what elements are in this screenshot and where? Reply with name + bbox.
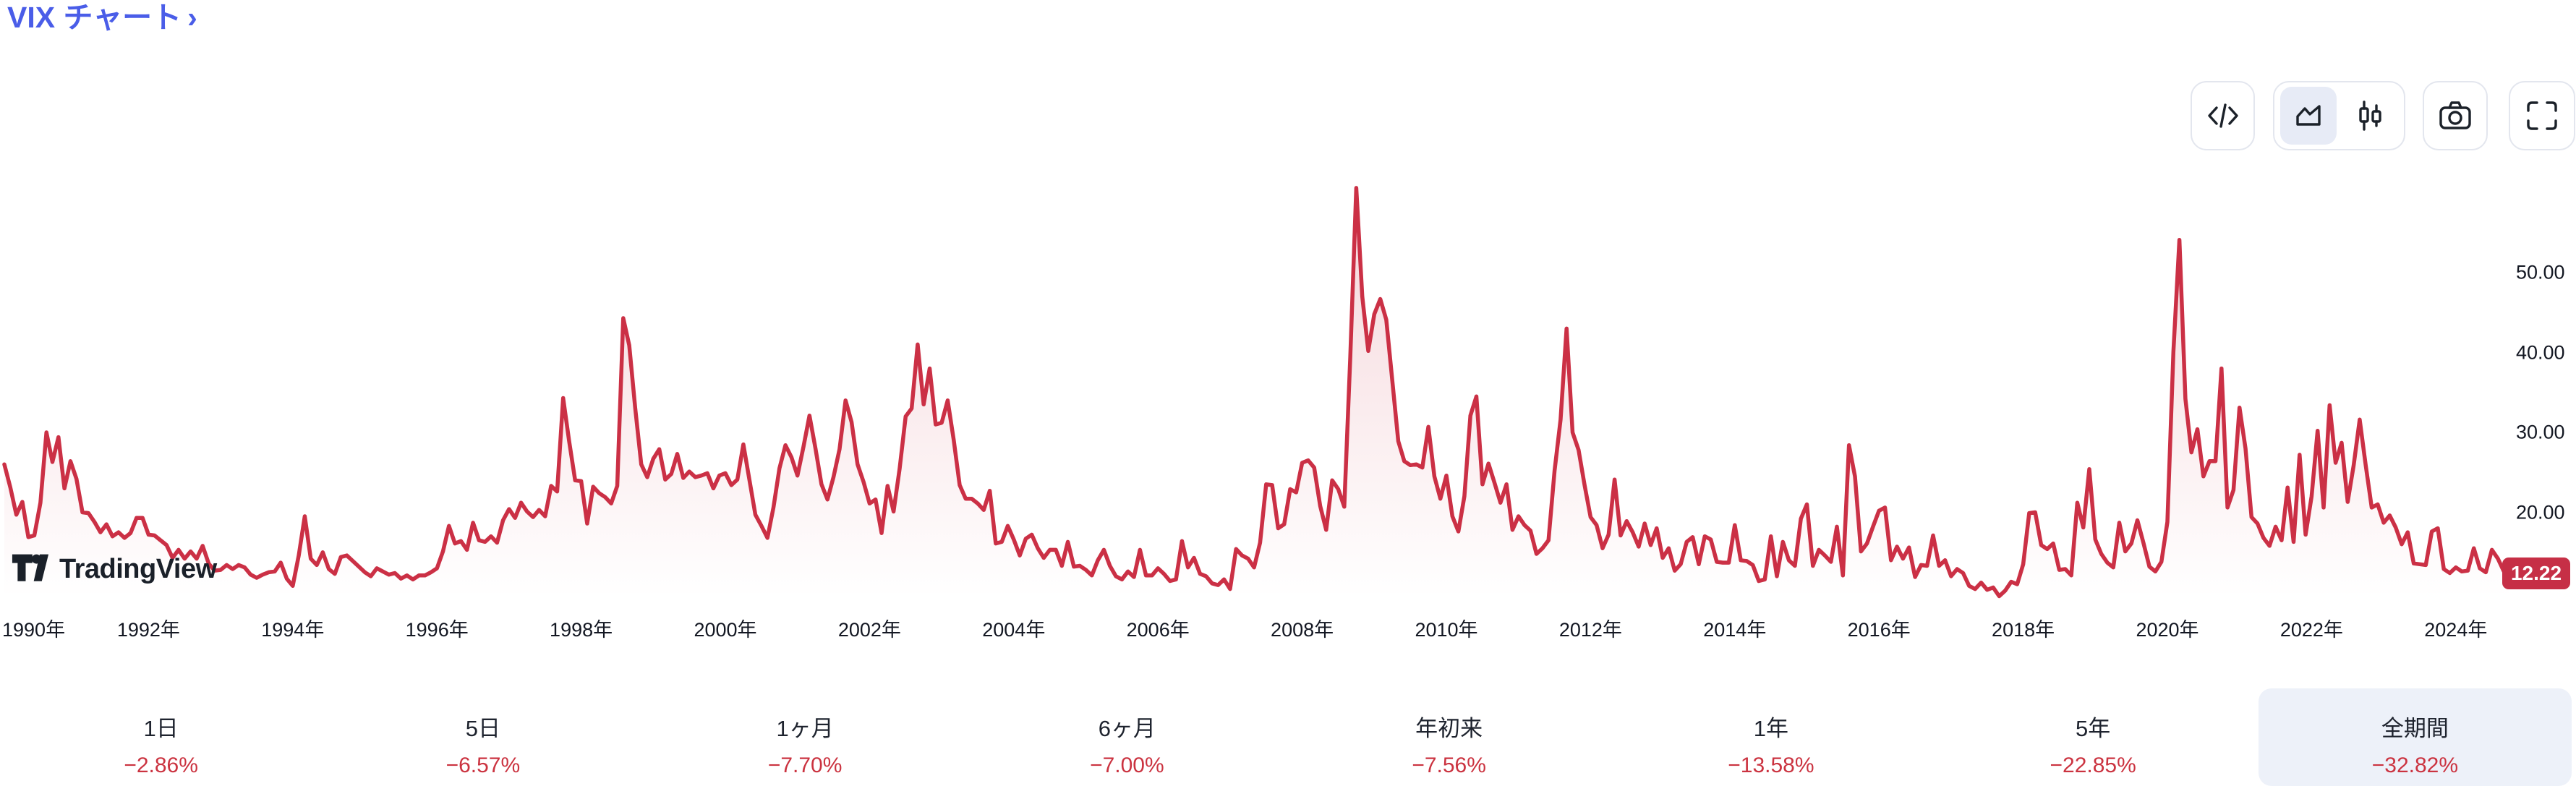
chart-style-switch bbox=[2273, 81, 2405, 150]
x-tick-label: 1994年 bbox=[261, 619, 325, 641]
area-style-button[interactable] bbox=[2280, 87, 2337, 145]
x-tick-label: 1990年 bbox=[2, 619, 66, 641]
y-tick-label: 50.00 bbox=[2516, 261, 2565, 283]
period-label: 6ヶ月 bbox=[1098, 716, 1156, 741]
period-button-4[interactable]: 6ヶ月 −7.00% bbox=[971, 688, 1284, 786]
period-button-1[interactable]: 1日 −2.86% bbox=[4, 688, 317, 786]
tradingview-watermark-text: TradingView bbox=[59, 553, 217, 584]
fullscreen-icon bbox=[2527, 101, 2557, 130]
x-tick-label: 2020年 bbox=[2136, 619, 2199, 641]
period-change: −6.57% bbox=[445, 753, 521, 777]
x-tick-label: 2016年 bbox=[1847, 619, 1911, 641]
price-line bbox=[2, 186, 2512, 599]
x-tick-label: 1992年 bbox=[116, 619, 180, 641]
candles-style-button[interactable] bbox=[2342, 87, 2399, 145]
period-button-3[interactable]: 1ヶ月 −7.70% bbox=[649, 688, 962, 786]
x-tick-label: 2014年 bbox=[1703, 619, 1767, 641]
x-tick-label: 2018年 bbox=[1992, 619, 2055, 641]
area-chart-icon bbox=[2296, 105, 2321, 126]
period-change: −13.58% bbox=[1728, 753, 1814, 777]
area-fill bbox=[4, 187, 2510, 597]
period-change: −2.86% bbox=[124, 753, 198, 777]
period-bar: 1日 −2.86% 5日 −6.57% 1ヶ月 −7.70% 6ヶ月 −7.00% 年初来 −7.… bbox=[0, 688, 2576, 786]
code-icon bbox=[2207, 103, 2238, 128]
y-tick-label: 40.00 bbox=[2516, 341, 2565, 363]
x-tick-label: 1998年 bbox=[550, 619, 613, 641]
x-tick-label: 2024年 bbox=[2424, 619, 2488, 641]
period-button-8[interactable]: 全期間 −32.82% bbox=[2258, 688, 2572, 786]
period-change: −7.56% bbox=[1412, 753, 1486, 777]
period-button-6[interactable]: 1年 −13.58% bbox=[1614, 688, 1927, 786]
period-label: 5年 bbox=[2076, 716, 2111, 741]
period-label: 1ヶ月 bbox=[776, 716, 834, 741]
x-tick-label: 2006年 bbox=[1126, 619, 1190, 641]
period-label: 5日 bbox=[465, 716, 500, 741]
x-tick-label: 2022年 bbox=[2279, 619, 2343, 641]
x-tick-label: 2002年 bbox=[837, 619, 901, 641]
period-change: −22.85% bbox=[2050, 753, 2136, 777]
last-price-tag: 12.22 bbox=[2502, 558, 2570, 589]
x-tick-label: 2012年 bbox=[1558, 619, 1622, 641]
x-tick-label: 1996年 bbox=[405, 619, 469, 641]
period-button-2[interactable]: 5日 −6.57% bbox=[326, 688, 639, 786]
page-title-link[interactable]: VIX チャート › bbox=[7, 0, 197, 35]
period-button-7[interactable]: 5年 −22.85% bbox=[1937, 688, 2250, 786]
period-button-5[interactable]: 年初来 −7.56% bbox=[1292, 688, 1605, 786]
x-tick-label: 2004年 bbox=[982, 619, 1046, 641]
period-label: 年初来 bbox=[1415, 716, 1483, 741]
x-tick-label: 2010年 bbox=[1415, 619, 1478, 641]
period-label: 1日 bbox=[143, 716, 179, 741]
chevron-right-icon: › bbox=[187, 1, 197, 34]
period-change: −32.82% bbox=[2371, 753, 2459, 777]
x-tick-label: 2008年 bbox=[1271, 619, 1334, 641]
y-tick-label: 30.00 bbox=[2516, 421, 2565, 443]
period-label: 1年 bbox=[1753, 716, 1788, 741]
embed-code-button[interactable] bbox=[2191, 81, 2255, 150]
camera-icon bbox=[2439, 101, 2471, 129]
period-change: −7.70% bbox=[767, 753, 843, 777]
page-title-text: VIX チャート bbox=[7, 1, 182, 34]
fullscreen-button[interactable] bbox=[2509, 81, 2575, 150]
tradingview-logo-icon bbox=[12, 554, 49, 581]
period-change: −7.00% bbox=[1090, 753, 1164, 777]
snapshot-button[interactable] bbox=[2423, 81, 2488, 150]
period-label: 全期間 bbox=[2381, 716, 2449, 741]
candlestick-icon bbox=[2359, 101, 2381, 131]
x-tick-label: 2000年 bbox=[694, 619, 757, 641]
last-price-value: 12.22 bbox=[2510, 562, 2562, 584]
y-tick-label: 20.00 bbox=[2516, 501, 2565, 523]
tradingview-watermark[interactable]: TradingView bbox=[12, 552, 217, 586]
